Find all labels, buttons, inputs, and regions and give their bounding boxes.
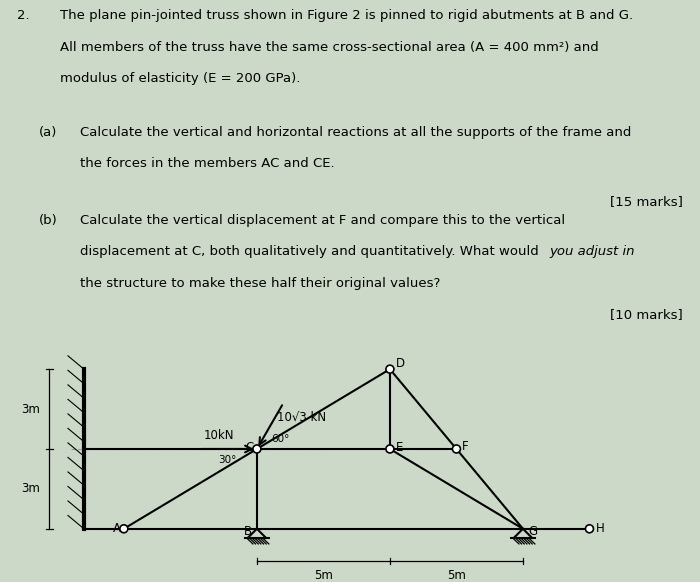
Text: the structure to make these half their original values?: the structure to make these half their o…	[80, 276, 441, 290]
Text: [15 marks]: [15 marks]	[610, 195, 682, 208]
Text: Calculate the vertical displacement at F and compare this to the vertical: Calculate the vertical displacement at F…	[80, 214, 566, 227]
Text: H: H	[596, 522, 605, 535]
Text: 10√3 kN: 10√3 kN	[276, 411, 326, 424]
Circle shape	[120, 525, 128, 533]
Text: (a): (a)	[38, 126, 57, 139]
Text: C: C	[245, 441, 253, 454]
Text: 3m: 3m	[21, 403, 40, 416]
Text: B: B	[244, 525, 252, 538]
Text: displacement at C, both qualitatively and quantitatively. What would: displacement at C, both qualitatively an…	[80, 245, 543, 258]
Circle shape	[585, 525, 594, 533]
Text: [10 marks]: [10 marks]	[610, 308, 682, 321]
Circle shape	[386, 445, 394, 453]
Text: The plane pin-jointed truss shown in Figure 2 is pinned to rigid abutments at B : The plane pin-jointed truss shown in Fig…	[60, 9, 633, 23]
Text: 2.: 2.	[18, 9, 30, 23]
Text: (b): (b)	[38, 214, 57, 227]
Text: 10kN: 10kN	[204, 428, 234, 442]
Text: 60°: 60°	[272, 434, 290, 443]
Text: 30°: 30°	[218, 455, 237, 465]
Text: A: A	[113, 522, 121, 535]
Text: 5m: 5m	[447, 569, 466, 581]
Text: the forces in the members AC and CE.: the forces in the members AC and CE.	[80, 157, 335, 170]
Circle shape	[253, 445, 261, 453]
Text: All members of the truss have the same cross-sectional area (A = 400 mm²) and: All members of the truss have the same c…	[60, 41, 598, 54]
Text: modulus of elasticity (E = 200 GPa).: modulus of elasticity (E = 200 GPa).	[60, 72, 300, 86]
Text: G: G	[528, 525, 538, 538]
Text: you adjust in: you adjust in	[550, 245, 635, 258]
Text: E: E	[395, 441, 403, 454]
Text: 5m: 5m	[314, 569, 332, 581]
Text: F: F	[462, 441, 469, 453]
Circle shape	[452, 445, 461, 453]
Circle shape	[386, 365, 394, 373]
Text: 3m: 3m	[21, 482, 40, 495]
Text: D: D	[395, 357, 405, 370]
Text: Calculate the vertical and horizontal reactions at all the supports of the frame: Calculate the vertical and horizontal re…	[80, 126, 632, 139]
